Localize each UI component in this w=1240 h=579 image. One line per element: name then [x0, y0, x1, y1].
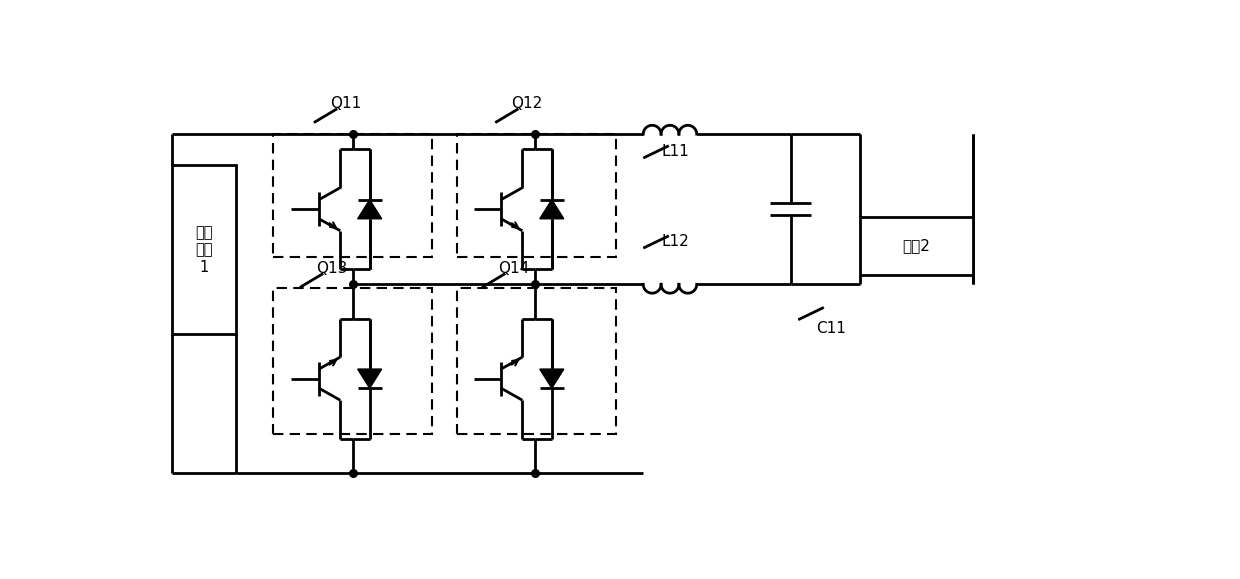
Polygon shape [357, 369, 382, 388]
Text: L11: L11 [661, 144, 689, 159]
Text: L12: L12 [661, 234, 689, 250]
Polygon shape [539, 200, 564, 219]
Text: Q14: Q14 [498, 261, 529, 276]
Bar [458, 288, 616, 434]
Text: 负载2: 负载2 [903, 239, 930, 253]
Bar [273, 288, 433, 434]
Polygon shape [357, 200, 382, 219]
FancyBboxPatch shape [172, 165, 237, 334]
Text: C11: C11 [816, 321, 846, 336]
Polygon shape [539, 369, 564, 388]
Text: Q12: Q12 [511, 96, 543, 111]
Bar [458, 134, 616, 256]
Text: 直流
电源
1: 直流 电源 1 [196, 225, 213, 274]
Bar [273, 134, 433, 256]
Text: Q11: Q11 [330, 96, 361, 111]
FancyBboxPatch shape [861, 217, 972, 275]
Text: Q13: Q13 [316, 261, 347, 276]
